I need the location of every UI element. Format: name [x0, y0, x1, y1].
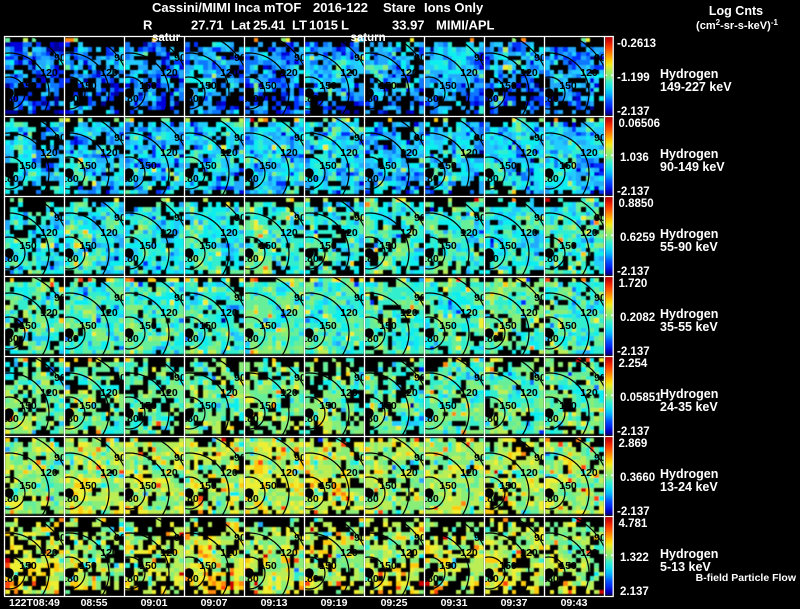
svg-text:Lat: Lat: [231, 18, 251, 33]
svg-text:LT: LT: [292, 18, 307, 33]
svg-text:R: R: [143, 18, 153, 33]
svg-text:09:25: 09:25: [381, 597, 408, 609]
svg-text:MIMI/APL: MIMI/APL: [436, 18, 495, 33]
svg-text:2.254: 2.254: [619, 358, 648, 370]
svg-text:55-90 keV: 55-90 keV: [660, 240, 718, 254]
svg-text:1.036: 1.036: [620, 152, 649, 164]
svg-text:-0.2613: -0.2613: [617, 38, 656, 50]
svg-text:35-55 keV: 35-55 keV: [660, 320, 718, 334]
svg-text:Stare: Stare: [383, 0, 416, 15]
svg-text:33.97: 33.97: [392, 18, 425, 33]
svg-text:Hydrogen: Hydrogen: [660, 227, 718, 241]
svg-text:4.781: 4.781: [619, 518, 648, 530]
svg-text:-2.137: -2.137: [617, 426, 650, 438]
svg-text:1.322: 1.322: [620, 552, 649, 564]
svg-text:Hydrogen: Hydrogen: [660, 467, 718, 481]
svg-text:5-13 keV: 5-13 keV: [660, 560, 711, 574]
svg-text:09:13: 09:13: [261, 597, 288, 609]
svg-text:Ions Only: Ions Only: [424, 0, 484, 15]
svg-text:-2.137: -2.137: [617, 186, 650, 198]
svg-text:90-149 keV: 90-149 keV: [660, 160, 725, 174]
svg-text:-2.137: -2.137: [617, 346, 650, 358]
svg-text:09:01: 09:01: [141, 597, 168, 609]
svg-text:-2.137: -2.137: [617, 106, 650, 118]
svg-text:-1.199: -1.199: [617, 72, 650, 84]
svg-text:25.41: 25.41: [253, 18, 286, 33]
svg-text:0.05851: 0.05851: [620, 392, 662, 404]
svg-text:2016-122: 2016-122: [313, 0, 368, 15]
svg-text:Hydrogen: Hydrogen: [660, 67, 718, 81]
svg-text:Hydrogen: Hydrogen: [660, 387, 718, 401]
svg-text:2.137: 2.137: [620, 586, 649, 598]
svg-text:2.869: 2.869: [619, 438, 648, 450]
svg-text:09:43: 09:43: [561, 597, 588, 609]
svg-text:0.6259: 0.6259: [620, 232, 655, 244]
svg-text:0.8850: 0.8850: [619, 198, 654, 210]
svg-text:122T08:49: 122T08:49: [9, 597, 60, 609]
svg-text:saturn: saturn: [351, 32, 386, 44]
svg-text:-2.137: -2.137: [617, 506, 650, 518]
svg-text:satur: satur: [152, 32, 181, 44]
svg-text:0.3660: 0.3660: [620, 472, 655, 484]
svg-text:1015: 1015: [309, 18, 338, 33]
svg-text:Hydrogen: Hydrogen: [660, 147, 718, 161]
svg-text:09:37: 09:37: [501, 597, 528, 609]
svg-text:13-24 keV: 13-24 keV: [660, 480, 718, 494]
svg-text:Hydrogen: Hydrogen: [660, 307, 718, 321]
svg-text:Log Cnts: Log Cnts: [709, 4, 763, 18]
svg-text:09:31: 09:31: [441, 597, 468, 609]
svg-text:L: L: [341, 18, 349, 33]
svg-text:09:19: 09:19: [321, 597, 348, 609]
svg-text:Cassini/MIMI Inca mTOF: Cassini/MIMI Inca mTOF: [152, 0, 301, 15]
svg-text:149-227 keV: 149-227 keV: [660, 80, 732, 94]
svg-text:08:55: 08:55: [81, 597, 108, 609]
svg-text:0.2082: 0.2082: [620, 312, 655, 324]
svg-text:24-35 keV: 24-35 keV: [660, 400, 718, 414]
svg-text:09:07: 09:07: [201, 597, 228, 609]
svg-text:0.06506: 0.06506: [619, 118, 661, 130]
svg-text:-2.137: -2.137: [617, 266, 650, 278]
svg-text:27.71: 27.71: [191, 18, 224, 33]
svg-text:Hydrogen: Hydrogen: [660, 547, 718, 561]
svg-text:B-field Particle Flow: B-field Particle Flow: [696, 572, 797, 584]
svg-text:(cm2-sr-s-keV)-1: (cm2-sr-s-keV)-1: [696, 18, 778, 32]
svg-text:1.720: 1.720: [619, 278, 648, 290]
